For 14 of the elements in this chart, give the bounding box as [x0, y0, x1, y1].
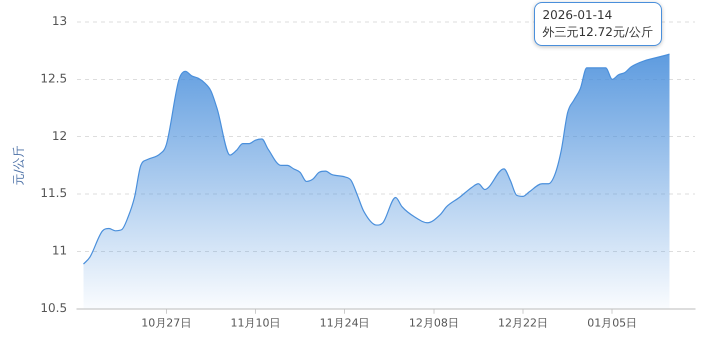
- y-tick-label: 11.5: [40, 186, 68, 200]
- x-tick-label: 12月08日: [408, 316, 459, 330]
- x-tick-label: 12月22日: [498, 316, 548, 330]
- annotation: 2026-01-14 外三元12.72元/公斤: [534, 2, 662, 46]
- y-tick-label: 10.5: [40, 300, 68, 315]
- y-tick-label: 11: [52, 244, 68, 258]
- x-tick-label: 10月27日: [141, 316, 192, 330]
- y-tick-label: 13: [52, 14, 68, 28]
- x-tick-label: 01月05日: [587, 316, 638, 330]
- x-tick-label: 11月10日: [230, 316, 280, 330]
- y-tick-label: 12.5: [40, 71, 68, 86]
- x-tick-label: 11月24日: [320, 316, 370, 330]
- y-axis-title: 元/公斤: [11, 145, 26, 186]
- y-tick-label: 12: [52, 128, 68, 143]
